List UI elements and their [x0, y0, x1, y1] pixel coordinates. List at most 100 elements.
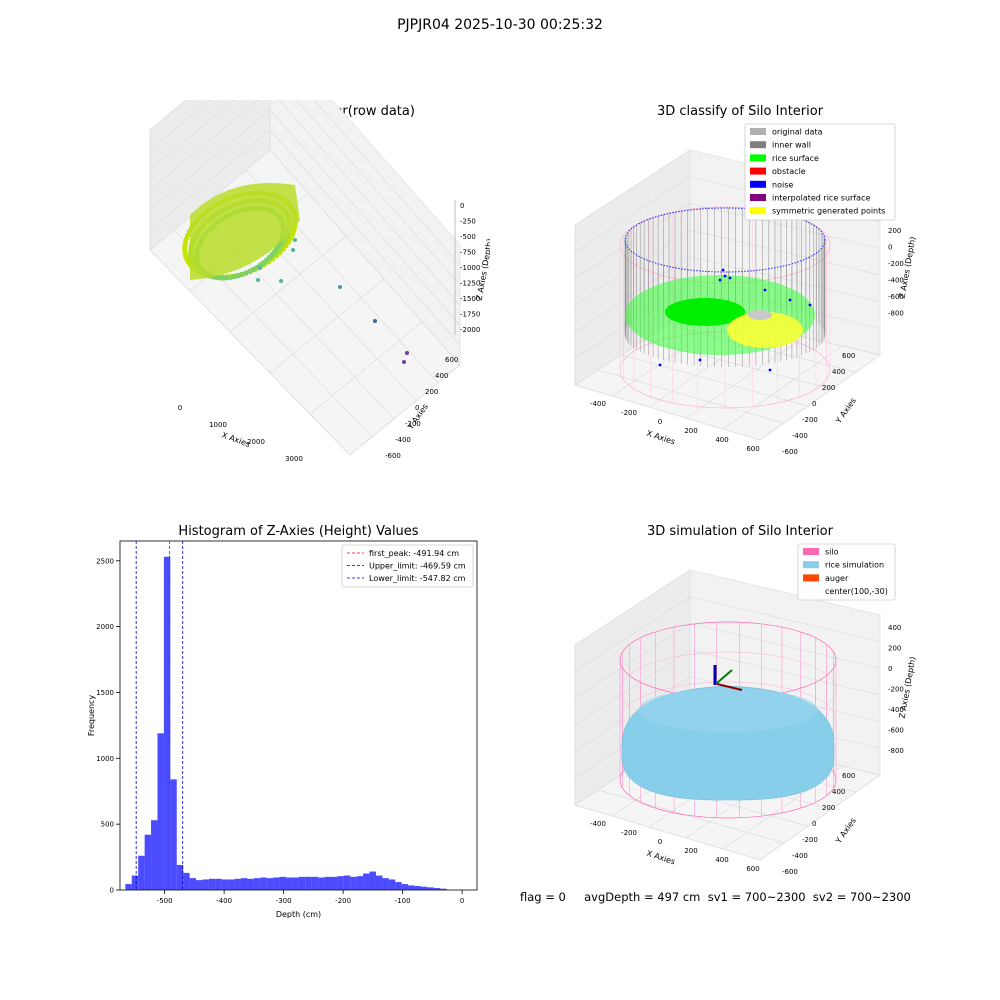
noise-ring [624, 207, 826, 273]
classify-title: 3D classify of Silo Interior [656, 104, 824, 119]
y-tick-label: 2500 [96, 557, 114, 565]
histogram-bar [163, 556, 171, 890]
histogram-bar [363, 873, 370, 890]
z-tick-label: -1500 [460, 295, 480, 303]
z-tick-label: -200 [888, 686, 904, 694]
histogram-bar [279, 876, 287, 890]
raw-outlier-point [373, 319, 377, 323]
histogram-bar [311, 876, 319, 890]
wall-grid-line [574, 203, 691, 279]
histogram-bar [273, 877, 280, 890]
legend-box [341, 544, 474, 588]
histogram-bar [427, 887, 434, 890]
x-tick-label: 3000 [285, 455, 303, 463]
y-tick-label: 600 [842, 772, 855, 780]
plot-area [119, 540, 478, 891]
legend-swatch [803, 548, 819, 555]
legend-box [744, 123, 896, 221]
raw-point-cloud [190, 183, 300, 280]
wall-grid-line [149, 100, 259, 191]
histogram-panel: Histogram of Z-Axies (Height) Values -50… [80, 520, 490, 920]
histogram-bar [318, 877, 325, 890]
z-tick-label: -400 [888, 706, 904, 714]
noise-point [658, 363, 662, 367]
histogram-bar [433, 888, 441, 890]
histogram-bar [189, 878, 197, 890]
z-tick-label: -800 [888, 747, 904, 755]
z-tick-label: 0 [460, 202, 464, 210]
histogram-bar [388, 879, 396, 890]
histogram-bar [356, 876, 364, 890]
histogram-bar [228, 879, 235, 890]
wall-grid-line [149, 100, 235, 171]
x-tick-label: -400 [216, 897, 232, 905]
floor-grid-line [597, 369, 785, 424]
raw-outlier-point [405, 351, 409, 355]
raw-outlier-point [293, 238, 297, 242]
wall-grid-line [574, 649, 691, 726]
z-tick-label: -500 [460, 233, 476, 241]
z-tick-label: 0 [888, 665, 892, 673]
histogram-bar [234, 878, 242, 890]
legend-label: rice surface [772, 154, 819, 163]
z-tick-label: -1750 [460, 311, 480, 319]
histogram-bar [183, 872, 190, 890]
histogram-bar [324, 876, 331, 890]
x-tick-label: -300 [276, 897, 292, 905]
histogram-bar [221, 879, 229, 890]
figure-title: PJPJR04 2025-10-30 00:25:32 [397, 17, 603, 33]
noise-point [808, 303, 812, 307]
histogram-title: Histogram of Z-Axies (Height) Values [178, 524, 419, 539]
y-tick-label: 200 [425, 388, 438, 396]
legend-swatch [750, 194, 766, 201]
wall-grid-line [574, 596, 691, 672]
legend-label: auger [825, 574, 849, 583]
histogram-bar [369, 871, 376, 890]
legend-swatch [750, 141, 766, 149]
x-axis-label: Depth (cm) [276, 910, 321, 919]
y-tick-label: 2000 [96, 623, 114, 631]
x-axis-label: X Axies [645, 429, 676, 447]
y-axis-label: Frequency [87, 695, 96, 737]
legend-label: obstacle [772, 167, 806, 176]
histogram-bar [330, 876, 338, 890]
legend-label: center(100,-30) [825, 587, 888, 596]
y-tick-label: 0 [812, 820, 816, 828]
wall-grid-line [574, 623, 691, 699]
z-tick-label: -250 [460, 218, 476, 226]
raw-outlier-point [402, 360, 406, 364]
histogram-bar [253, 878, 261, 890]
auger-marker [716, 669, 733, 684]
histogram-bar [176, 864, 184, 890]
legend-swatch [750, 180, 766, 188]
histogram-chart: -500 -400 -300 -200 -100 0 0 500 1000 1500 2000 250… [87, 540, 478, 919]
legend-label: noise [772, 180, 793, 189]
wall-grid-line [689, 622, 881, 669]
histogram-bar [260, 877, 267, 890]
z-tick-label: -1250 [460, 280, 480, 288]
y-tick-label: -600 [782, 868, 798, 876]
x-tick-label: -500 [157, 897, 173, 905]
rice-surface-dense [665, 298, 745, 326]
wall-grid-line [149, 109, 271, 211]
y-tick-label: -600 [782, 448, 798, 456]
y-tick-label: 1500 [96, 689, 114, 697]
noise-point [788, 298, 792, 302]
z-tick-label: 200 [888, 645, 901, 653]
noise-point [723, 274, 727, 278]
legend-label: Lower_limit: -547.82 cm [369, 574, 466, 583]
x-tick-label: -400 [590, 820, 606, 828]
histogram-bar [375, 875, 383, 890]
z-tick-label: 200 [888, 227, 901, 235]
z-tick-label: -750 [460, 249, 476, 257]
y-tick-label: -400 [792, 432, 808, 440]
wall-grid-line [574, 256, 691, 332]
x-axis-label: X Axies [220, 430, 251, 449]
z-tick-label: -200 [888, 260, 904, 268]
histogram-bar [401, 884, 409, 890]
histogram-bar [151, 820, 158, 890]
legend-box [797, 543, 896, 601]
classify-3d-plot: -400 -200 0 200 400 600 X Axies 600 400 200 0 -200 -… [573, 123, 917, 456]
y-tick-label: 500 [101, 821, 114, 829]
y-tick-label: 400 [832, 788, 845, 796]
